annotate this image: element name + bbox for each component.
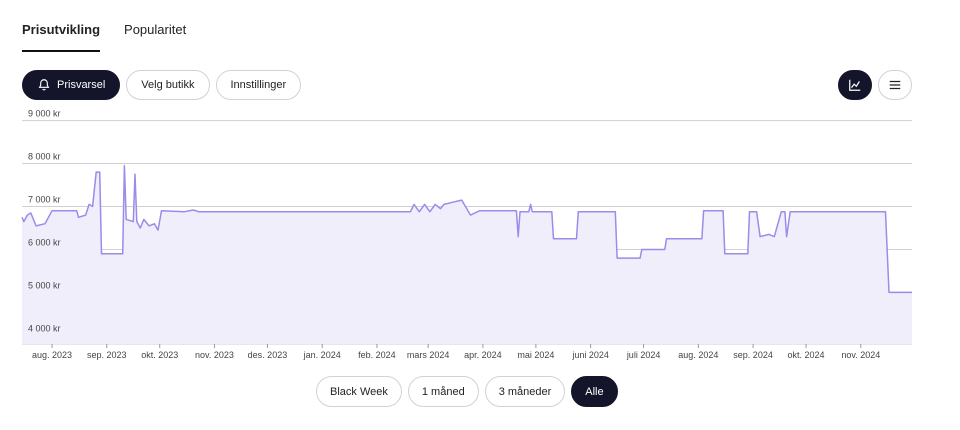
y-tick-label: 6 000 kr xyxy=(28,237,61,247)
y-tick-label: 9 000 kr xyxy=(28,109,61,119)
price-alert-label: Prisvarsel xyxy=(57,79,106,91)
line-chart-icon xyxy=(849,79,861,91)
x-tick-label: nov. 2024 xyxy=(841,350,880,360)
x-tick-label: sep. 2024 xyxy=(733,350,773,360)
y-axis-labels: 4 000 kr 5 000 kr 6 000 kr 7 000 kr 8 000 kr… xyxy=(28,109,61,334)
select-store-button[interactable]: Velg butikk xyxy=(126,70,210,100)
bell-icon xyxy=(38,79,50,91)
x-axis-labels: aug. 2023 sep. 2023 okt. 2023 nov. 2023 des.… xyxy=(32,344,880,360)
range-3-months-button[interactable]: 3 måneder xyxy=(484,376,566,407)
x-tick-label: okt. 2023 xyxy=(141,350,178,360)
list-view-button[interactable] xyxy=(878,70,912,100)
price-line xyxy=(21,164,912,294)
range-1-month-button[interactable]: 1 måned xyxy=(407,376,479,407)
y-tick-label: 8 000 kr xyxy=(28,152,61,162)
x-tick-label: apr. 2024 xyxy=(464,350,502,360)
x-tick-label: mars 2024 xyxy=(407,350,450,360)
x-tick-label: feb. 2024 xyxy=(358,350,396,360)
y-tick-label: 5 000 kr xyxy=(28,280,61,290)
tab-prisutvikling[interactable]: Prisutvikling xyxy=(22,18,101,52)
x-tick-label: aug. 2023 xyxy=(32,350,72,360)
range-black-week-button[interactable]: Black Week xyxy=(316,376,402,407)
y-tick-label: 4 000 kr xyxy=(28,323,61,333)
x-tick-label: jan. 2024 xyxy=(303,350,341,360)
tab-bar: Prisutvikling Popularitet xyxy=(22,18,186,52)
time-range-selector: Black Week 1 måned 3 måneder Alle xyxy=(316,376,618,407)
x-tick-label: nov. 2023 xyxy=(195,350,234,360)
chart-toolbar: Prisvarsel Velg butikk Innstillinger xyxy=(22,70,302,100)
price-history-chart: 4 000 kr 5 000 kr 6 000 kr 7 000 kr 8 000 kr… xyxy=(21,109,912,360)
y-tick-label: 7 000 kr xyxy=(28,195,61,205)
price-area-fill xyxy=(22,165,912,344)
x-tick-label: mai 2024 xyxy=(517,350,554,360)
price-area xyxy=(21,164,912,344)
tab-popularitet[interactable]: Popularitet xyxy=(124,22,187,37)
view-switch xyxy=(838,70,912,100)
list-icon xyxy=(889,80,901,90)
settings-button[interactable]: Innstillinger xyxy=(215,70,302,100)
x-tick-label: okt. 2024 xyxy=(788,350,825,360)
price-alert-button[interactable]: Prisvarsel xyxy=(22,70,121,100)
x-tick-label: juni 2024 xyxy=(571,350,609,360)
x-tick-label: aug. 2024 xyxy=(678,350,718,360)
chart-view-button[interactable] xyxy=(838,70,872,100)
x-tick-label: sep. 2023 xyxy=(87,350,127,360)
x-tick-label: des. 2023 xyxy=(248,350,288,360)
range-all-button[interactable]: Alle xyxy=(571,376,618,407)
x-tick-label: juli 2024 xyxy=(626,350,661,360)
